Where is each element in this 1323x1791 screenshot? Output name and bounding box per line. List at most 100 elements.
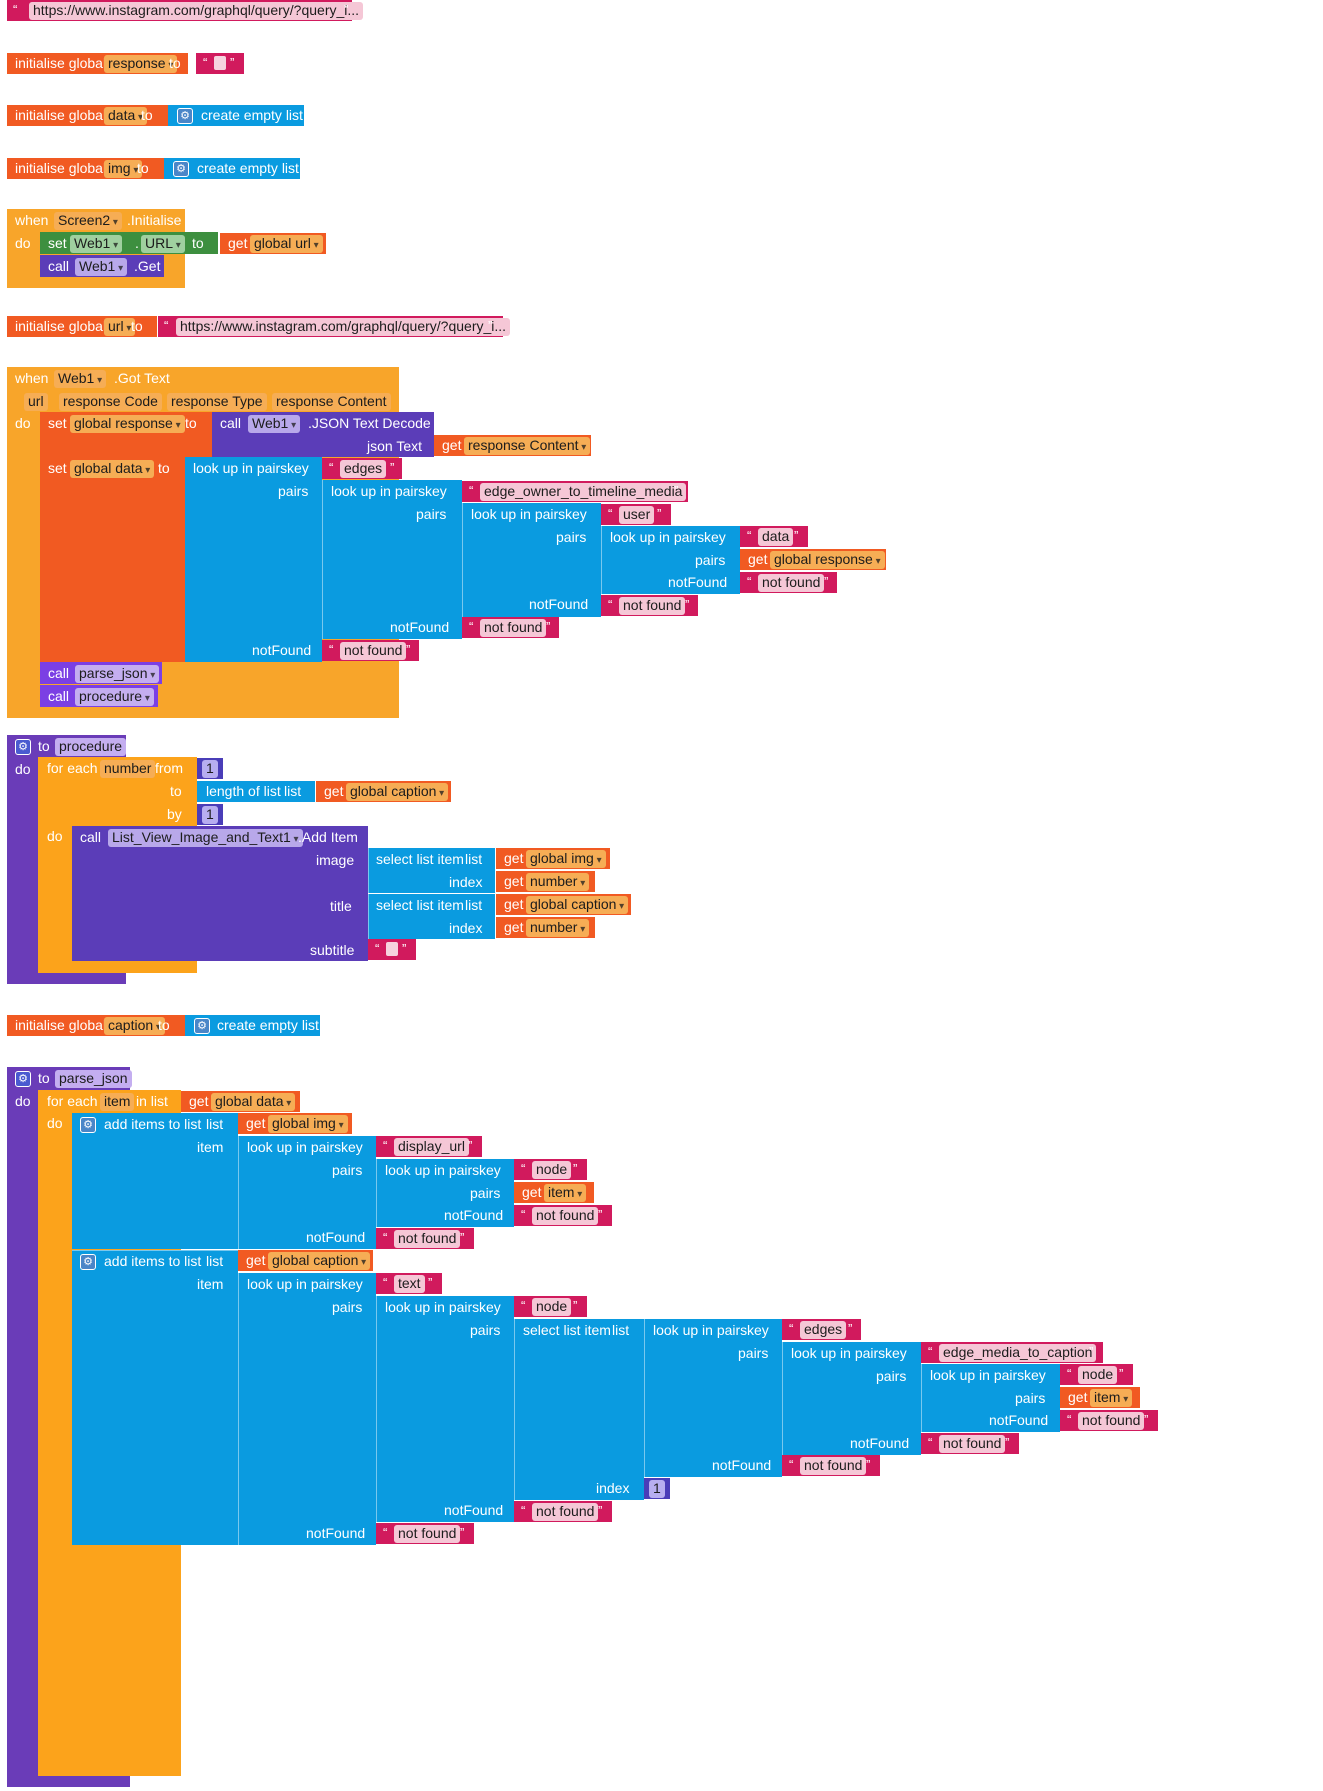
get-global-img-value[interactable]: global img — [268, 1115, 348, 1133]
text-node[interactable]: “node” — [514, 1159, 587, 1180]
call-web1-get-block[interactable]: call Web1 .Get — [40, 255, 164, 277]
text-edge-media-to-caption[interactable]: “edge_media_to_caption” — [921, 1342, 1103, 1363]
text-value[interactable]: node — [532, 1298, 572, 1316]
get-global-caption-value[interactable]: global caption — [346, 783, 449, 801]
get-global-caption-block[interactable]: get global caption — [238, 1250, 373, 1271]
set-global-response-block[interactable]: set global response to — [40, 412, 212, 457]
text-value[interactable]: node — [532, 1161, 572, 1179]
component-web1[interactable]: Web1 — [75, 258, 128, 276]
init-global-response-block[interactable]: initialise global response to — [7, 53, 188, 74]
text-value[interactable]: not found — [758, 574, 825, 592]
get-number-block[interactable]: get number — [496, 917, 595, 938]
text-value[interactable]: edges — [800, 1321, 847, 1339]
component-web1[interactable]: Web1 — [248, 415, 301, 433]
lookup-edge-owner-block[interactable]: look up in pairs key pairs notFound — [322, 480, 462, 639]
gear-icon[interactable]: ⚙ — [177, 108, 193, 124]
number-value[interactable]: 1 — [649, 1480, 665, 1498]
var-name-caption[interactable]: caption — [104, 1017, 165, 1035]
number-block[interactable]: 1 — [644, 1478, 670, 1499]
text-value[interactable]: not found — [532, 1503, 599, 1521]
select-list-item-img-block[interactable]: select list item list index — [368, 848, 495, 893]
text-not-found[interactable]: “not found” — [1060, 1410, 1158, 1431]
get-global-data-value[interactable]: global data — [211, 1093, 296, 1111]
procedure-name-field[interactable]: procedure — [55, 738, 127, 756]
add-items-to-list-img-block[interactable]: ⚙ add items to list list item — [72, 1113, 238, 1249]
text-edges[interactable]: “edges” — [322, 458, 402, 479]
property-url[interactable]: URL — [141, 235, 185, 253]
lookup-node-block[interactable]: look up in pairs key pairs notFound — [376, 1296, 514, 1522]
set-global-data-block[interactable]: set global data to — [40, 457, 185, 662]
loop-var-number[interactable]: number — [100, 760, 156, 778]
get-global-caption-value[interactable]: global caption — [268, 1252, 371, 1270]
get-global-data-block[interactable]: get global data — [181, 1091, 300, 1112]
text-value[interactable]: not found — [394, 1230, 461, 1248]
get-global-caption-value[interactable]: global caption — [526, 896, 629, 914]
text-not-found[interactable]: “not found” — [601, 595, 698, 616]
text-value[interactable]: edge_owner_to_timeline_media — [480, 483, 687, 501]
number-value[interactable]: 1 — [202, 806, 218, 824]
create-empty-list-block[interactable]: ⚙ create empty list — [185, 1015, 320, 1036]
call-parse-json-block[interactable]: call parse_json — [40, 662, 162, 684]
get-item-value[interactable]: item — [544, 1184, 587, 1202]
set-web1-url-block[interactable]: set Web1 . URL to — [40, 232, 218, 254]
text-not-found[interactable]: “not found” — [514, 1501, 612, 1522]
empty-text-block[interactable]: “” — [196, 53, 244, 74]
procedure-name-field[interactable]: parse_json — [55, 1070, 132, 1088]
init-global-data-block[interactable]: initialise global data to — [7, 105, 168, 126]
text-value[interactable]: data — [758, 528, 794, 546]
text-user[interactable]: “user” — [601, 504, 671, 525]
select-list-item-edges-block[interactable]: select list item list index — [514, 1319, 644, 1500]
var-name-data[interactable]: data — [104, 107, 148, 125]
add-items-to-list-caption-block[interactable]: ⚙ add items to list list item — [72, 1250, 238, 1545]
text-not-found[interactable]: “not found” — [514, 1205, 612, 1226]
procedure-name-parse-json[interactable]: parse_json — [75, 665, 160, 683]
text-edges[interactable]: “edges” — [782, 1319, 861, 1340]
get-global-response-block[interactable]: get global response — [740, 549, 886, 570]
create-empty-list-block[interactable]: ⚙ create empty list — [168, 105, 304, 126]
lookup-edges-block[interactable]: look up in pairs key pairs notFound — [644, 1319, 782, 1477]
get-response-content-value[interactable]: response Content — [464, 437, 591, 455]
component-screen2[interactable]: Screen2 — [54, 212, 122, 230]
gear-icon[interactable]: ⚙ — [194, 1018, 210, 1034]
text-value[interactable]: display_url — [394, 1138, 469, 1156]
get-global-url-block[interactable]: get global url — [220, 233, 326, 254]
procedure-name-procedure[interactable]: procedure — [75, 688, 154, 706]
url-text-block[interactable]: “ https://www.instagram.com/graphql/quer… — [7, 0, 364, 21]
component-web1[interactable]: Web1 — [70, 235, 123, 253]
url-text-block[interactable]: “ https://www.instagram.com/graphql/quer… — [158, 316, 511, 337]
number-value[interactable]: 1 — [202, 760, 218, 778]
text-not-found[interactable]: “not found” — [376, 1523, 474, 1544]
text-not-found[interactable]: “not found” — [322, 640, 419, 661]
text-value[interactable]: edges — [340, 460, 387, 478]
text-value[interactable]: not found — [800, 1457, 867, 1475]
text-value[interactable]: text — [394, 1275, 425, 1293]
text-node[interactable]: “node” — [514, 1296, 587, 1317]
get-global-img-block[interactable]: get global img — [496, 848, 610, 869]
set-global-response-target[interactable]: global response — [70, 415, 185, 433]
lookup-user-block[interactable]: look up in pairs key pairs notFound — [462, 503, 601, 617]
text-not-found[interactable]: “not found” — [462, 617, 559, 638]
get-global-caption-block[interactable]: get global caption — [316, 781, 451, 802]
param-response-type[interactable]: response Type — [167, 393, 267, 411]
number-block[interactable]: 1 — [197, 758, 223, 779]
init-global-url-block[interactable]: initialise global url to — [7, 316, 157, 337]
get-number-block[interactable]: get number — [496, 871, 595, 892]
var-name-response[interactable]: response — [104, 55, 178, 73]
call-add-item-block[interactable]: call List_View_Image_and_Text1 .Add Item… — [72, 826, 368, 961]
lookup-display-url-block[interactable]: look up in pairs key pairs notFound — [238, 1136, 376, 1249]
text-value[interactable]: not found — [619, 597, 686, 615]
text-value[interactable]: not found — [394, 1525, 461, 1543]
component-web1[interactable]: Web1 — [54, 370, 107, 388]
gear-icon[interactable]: ⚙ — [15, 1071, 31, 1087]
text-node[interactable]: “node” — [1060, 1364, 1133, 1385]
get-global-caption-block[interactable]: get global caption — [496, 894, 631, 915]
text-value[interactable]: edge_media_to_caption — [939, 1344, 1097, 1362]
gear-icon[interactable]: ⚙ — [15, 739, 31, 755]
text-value[interactable]: not found — [340, 642, 407, 660]
lookup-node-inner-block[interactable]: look up in pairs key pairs notFound — [921, 1364, 1060, 1432]
lookup-edge-media-caption-block[interactable]: look up in pairs key pairs notFound — [782, 1342, 921, 1455]
text-not-found[interactable]: “not found” — [782, 1455, 880, 1476]
get-response-content-block[interactable]: get response Content — [434, 435, 591, 456]
loop-var-item[interactable]: item — [100, 1093, 135, 1111]
text-value[interactable]: not found — [532, 1207, 599, 1225]
